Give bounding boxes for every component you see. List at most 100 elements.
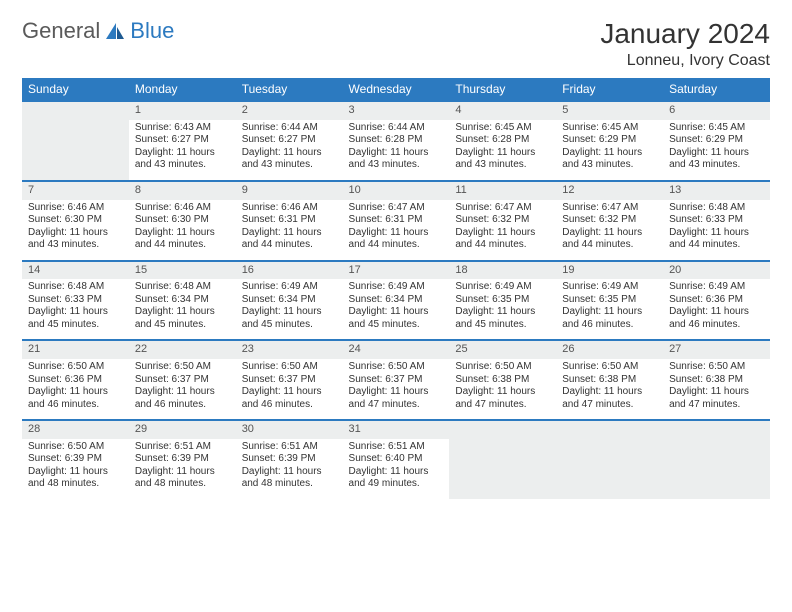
day-number: 21 — [22, 341, 129, 359]
calendar-cell: 29Sunrise: 6:51 AMSunset: 6:39 PMDayligh… — [129, 420, 236, 499]
day-number: 1 — [129, 102, 236, 120]
sunset-line: Sunset: 6:39 PM — [28, 453, 123, 466]
sunset-line: Sunset: 6:37 PM — [349, 374, 444, 387]
sunrise-line: Sunrise: 6:51 AM — [349, 441, 444, 454]
day-number: 19 — [556, 262, 663, 280]
day-body: Sunrise: 6:45 AMSunset: 6:28 PMDaylight:… — [449, 120, 556, 180]
weekday-header: Sunday — [22, 78, 129, 101]
day-body: Sunrise: 6:50 AMSunset: 6:37 PMDaylight:… — [343, 359, 450, 419]
brand-part1: General — [22, 18, 100, 44]
daylight-line: Daylight: 11 hours and 46 minutes. — [242, 386, 337, 411]
calendar-page: General Blue January 2024 Lonneu, Ivory … — [0, 0, 792, 509]
day-body: Sunrise: 6:45 AMSunset: 6:29 PMDaylight:… — [663, 120, 770, 180]
calendar-cell: 25Sunrise: 6:50 AMSunset: 6:38 PMDayligh… — [449, 340, 556, 420]
day-number: 27 — [663, 341, 770, 359]
day-body: Sunrise: 6:48 AMSunset: 6:34 PMDaylight:… — [129, 279, 236, 339]
day-number: 15 — [129, 262, 236, 280]
day-number: 31 — [343, 421, 450, 439]
calendar-body: 1Sunrise: 6:43 AMSunset: 6:27 PMDaylight… — [22, 101, 770, 499]
calendar-cell: 14Sunrise: 6:48 AMSunset: 6:33 PMDayligh… — [22, 261, 129, 341]
day-body: Sunrise: 6:47 AMSunset: 6:32 PMDaylight:… — [449, 200, 556, 260]
calendar-cell: 10Sunrise: 6:47 AMSunset: 6:31 PMDayligh… — [343, 181, 450, 261]
day-number: 6 — [663, 102, 770, 120]
title-block: January 2024 Lonneu, Ivory Coast — [600, 18, 770, 70]
calendar-cell: 16Sunrise: 6:49 AMSunset: 6:34 PMDayligh… — [236, 261, 343, 341]
day-body: Sunrise: 6:46 AMSunset: 6:31 PMDaylight:… — [236, 200, 343, 260]
calendar-cell — [663, 420, 770, 499]
calendar-cell: 2Sunrise: 6:44 AMSunset: 6:27 PMDaylight… — [236, 101, 343, 181]
sunrise-line: Sunrise: 6:50 AM — [455, 361, 550, 374]
calendar-cell: 5Sunrise: 6:45 AMSunset: 6:29 PMDaylight… — [556, 101, 663, 181]
day-body — [556, 439, 663, 499]
sunrise-line: Sunrise: 6:49 AM — [669, 281, 764, 294]
calendar-cell: 28Sunrise: 6:50 AMSunset: 6:39 PMDayligh… — [22, 420, 129, 499]
day-number: 29 — [129, 421, 236, 439]
sunrise-line: Sunrise: 6:48 AM — [669, 202, 764, 215]
daylight-line: Daylight: 11 hours and 45 minutes. — [135, 306, 230, 331]
daylight-line: Daylight: 11 hours and 46 minutes. — [28, 386, 123, 411]
sail-icon — [104, 21, 126, 41]
calendar-cell: 6Sunrise: 6:45 AMSunset: 6:29 PMDaylight… — [663, 101, 770, 181]
sunrise-line: Sunrise: 6:50 AM — [349, 361, 444, 374]
calendar-cell — [449, 420, 556, 499]
daylight-line: Daylight: 11 hours and 44 minutes. — [135, 227, 230, 252]
day-number: 14 — [22, 262, 129, 280]
sunrise-line: Sunrise: 6:43 AM — [135, 122, 230, 135]
calendar-cell: 11Sunrise: 6:47 AMSunset: 6:32 PMDayligh… — [449, 181, 556, 261]
sunset-line: Sunset: 6:40 PM — [349, 453, 444, 466]
weekday-header: Thursday — [449, 78, 556, 101]
sunset-line: Sunset: 6:39 PM — [135, 453, 230, 466]
day-number: 22 — [129, 341, 236, 359]
day-number: 5 — [556, 102, 663, 120]
daylight-line: Daylight: 11 hours and 43 minutes. — [669, 147, 764, 172]
day-number: 8 — [129, 182, 236, 200]
calendar-cell: 22Sunrise: 6:50 AMSunset: 6:37 PMDayligh… — [129, 340, 236, 420]
sunset-line: Sunset: 6:30 PM — [28, 214, 123, 227]
calendar-cell — [22, 101, 129, 181]
sunset-line: Sunset: 6:35 PM — [562, 294, 657, 307]
day-body: Sunrise: 6:47 AMSunset: 6:31 PMDaylight:… — [343, 200, 450, 260]
sunset-line: Sunset: 6:34 PM — [349, 294, 444, 307]
day-body — [22, 120, 129, 180]
daylight-line: Daylight: 11 hours and 43 minutes. — [242, 147, 337, 172]
day-body: Sunrise: 6:48 AMSunset: 6:33 PMDaylight:… — [22, 279, 129, 339]
sunset-line: Sunset: 6:34 PM — [242, 294, 337, 307]
calendar-cell: 31Sunrise: 6:51 AMSunset: 6:40 PMDayligh… — [343, 420, 450, 499]
sunrise-line: Sunrise: 6:44 AM — [242, 122, 337, 135]
day-body: Sunrise: 6:50 AMSunset: 6:39 PMDaylight:… — [22, 439, 129, 499]
sunrise-line: Sunrise: 6:49 AM — [562, 281, 657, 294]
day-body: Sunrise: 6:49 AMSunset: 6:34 PMDaylight:… — [343, 279, 450, 339]
day-number: 26 — [556, 341, 663, 359]
day-body: Sunrise: 6:50 AMSunset: 6:38 PMDaylight:… — [663, 359, 770, 419]
page-header: General Blue January 2024 Lonneu, Ivory … — [22, 18, 770, 70]
day-body: Sunrise: 6:49 AMSunset: 6:35 PMDaylight:… — [556, 279, 663, 339]
calendar-cell: 13Sunrise: 6:48 AMSunset: 6:33 PMDayligh… — [663, 181, 770, 261]
day-body: Sunrise: 6:50 AMSunset: 6:38 PMDaylight:… — [449, 359, 556, 419]
day-body: Sunrise: 6:47 AMSunset: 6:32 PMDaylight:… — [556, 200, 663, 260]
weekday-header: Tuesday — [236, 78, 343, 101]
calendar-cell: 27Sunrise: 6:50 AMSunset: 6:38 PMDayligh… — [663, 340, 770, 420]
sunset-line: Sunset: 6:31 PM — [349, 214, 444, 227]
day-number: 7 — [22, 182, 129, 200]
calendar-cell: 3Sunrise: 6:44 AMSunset: 6:28 PMDaylight… — [343, 101, 450, 181]
day-number: 4 — [449, 102, 556, 120]
day-body: Sunrise: 6:48 AMSunset: 6:33 PMDaylight:… — [663, 200, 770, 260]
day-body: Sunrise: 6:49 AMSunset: 6:35 PMDaylight:… — [449, 279, 556, 339]
day-number — [556, 421, 663, 439]
day-number: 10 — [343, 182, 450, 200]
day-body: Sunrise: 6:51 AMSunset: 6:40 PMDaylight:… — [343, 439, 450, 499]
sunrise-line: Sunrise: 6:50 AM — [669, 361, 764, 374]
calendar-cell: 30Sunrise: 6:51 AMSunset: 6:39 PMDayligh… — [236, 420, 343, 499]
day-number: 13 — [663, 182, 770, 200]
daylight-line: Daylight: 11 hours and 45 minutes. — [349, 306, 444, 331]
sunrise-line: Sunrise: 6:46 AM — [242, 202, 337, 215]
sunset-line: Sunset: 6:38 PM — [455, 374, 550, 387]
daylight-line: Daylight: 11 hours and 44 minutes. — [349, 227, 444, 252]
day-number: 3 — [343, 102, 450, 120]
sunset-line: Sunset: 6:29 PM — [669, 134, 764, 147]
sunrise-line: Sunrise: 6:49 AM — [455, 281, 550, 294]
calendar-cell: 21Sunrise: 6:50 AMSunset: 6:36 PMDayligh… — [22, 340, 129, 420]
day-body: Sunrise: 6:46 AMSunset: 6:30 PMDaylight:… — [22, 200, 129, 260]
sunrise-line: Sunrise: 6:49 AM — [349, 281, 444, 294]
sunset-line: Sunset: 6:28 PM — [455, 134, 550, 147]
